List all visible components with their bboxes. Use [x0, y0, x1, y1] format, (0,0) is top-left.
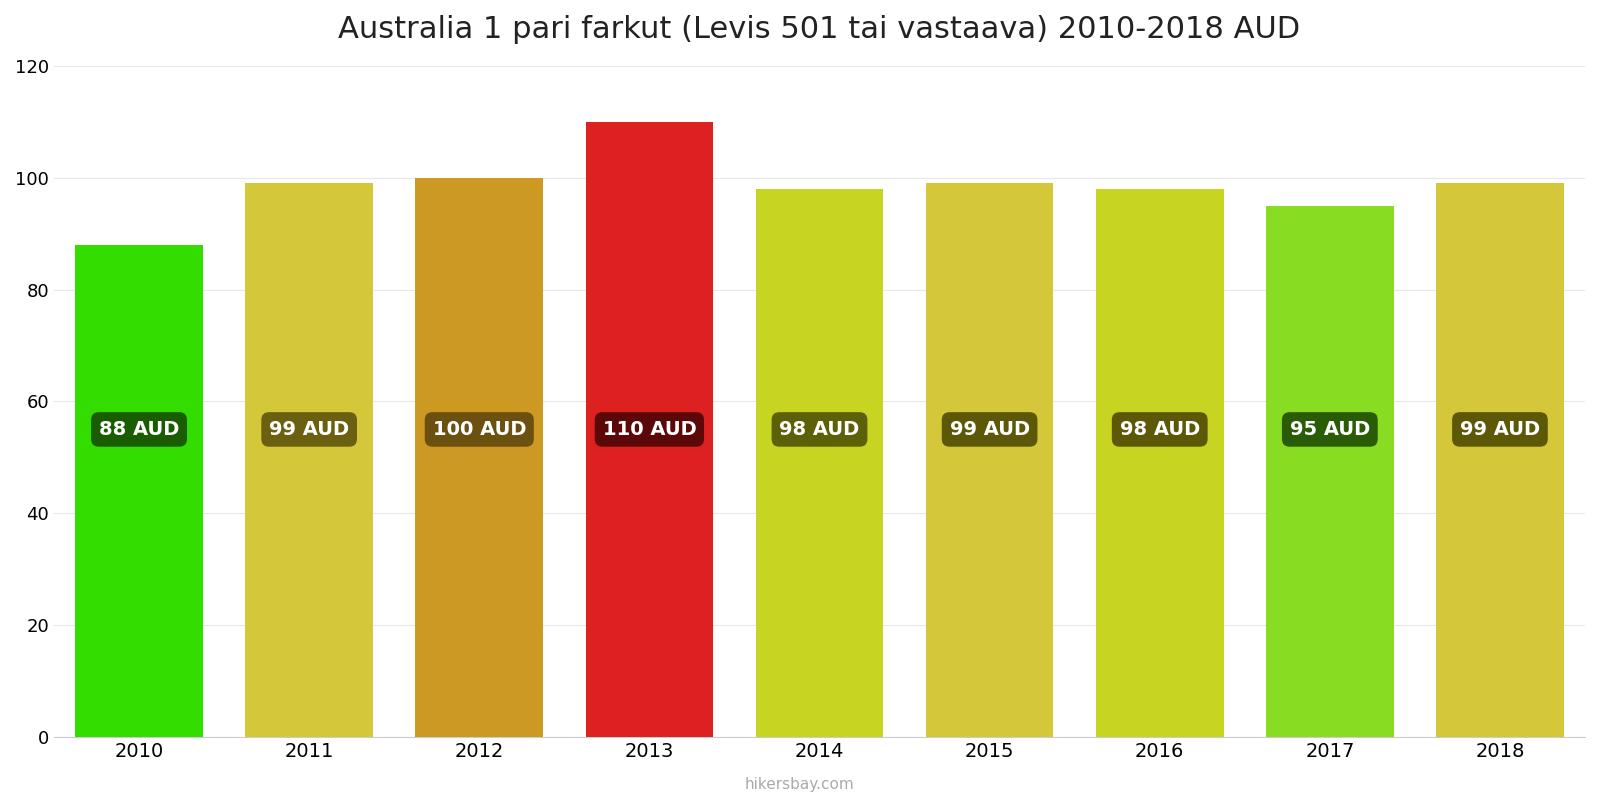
Bar	[586, 122, 714, 737]
Text: 95 AUD: 95 AUD	[1290, 420, 1370, 439]
Text: 110 AUD: 110 AUD	[603, 420, 696, 439]
Bar	[1266, 206, 1394, 737]
Bar	[755, 189, 883, 737]
Text: 100 AUD: 100 AUD	[432, 420, 526, 439]
Text: 88 AUD: 88 AUD	[99, 420, 179, 439]
Bar	[926, 183, 1053, 737]
Bar	[1437, 183, 1563, 737]
Text: 98 AUD: 98 AUD	[1120, 420, 1200, 439]
Bar	[1096, 189, 1224, 737]
Text: 98 AUD: 98 AUD	[779, 420, 859, 439]
Title: Australia 1 pari farkut (Levis 501 tai vastaava) 2010-2018 AUD: Australia 1 pari farkut (Levis 501 tai v…	[339, 15, 1301, 44]
Bar	[75, 245, 203, 737]
Bar	[416, 178, 542, 737]
Text: 99 AUD: 99 AUD	[1459, 420, 1541, 439]
Text: hikersbay.com: hikersbay.com	[746, 777, 854, 792]
Text: 99 AUD: 99 AUD	[949, 420, 1030, 439]
Text: 99 AUD: 99 AUD	[269, 420, 349, 439]
Bar	[245, 183, 373, 737]
